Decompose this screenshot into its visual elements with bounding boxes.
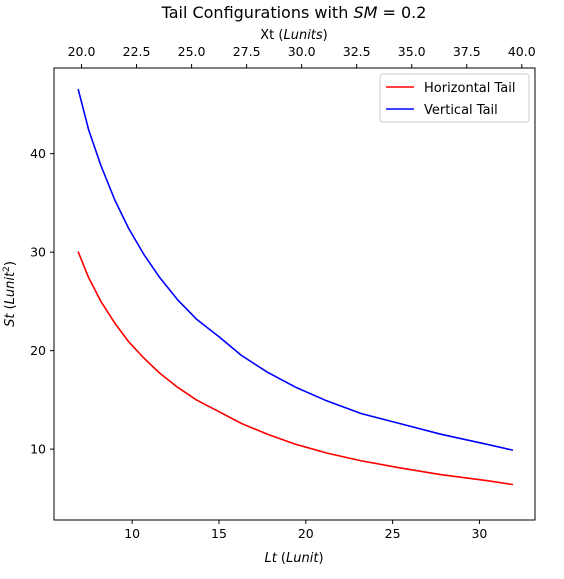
y-axis-label: St (Lunit2) <box>2 261 18 327</box>
chart-title-prefix: Tail Configurations with <box>161 3 354 22</box>
y-axis-label-math: St <box>3 313 18 327</box>
top-x-tick-label: 27.5 <box>233 44 261 59</box>
x-tick-label: 25 <box>385 526 401 541</box>
series-line-horizontal-tail <box>77 251 514 486</box>
x-axis-label: Lt (Lunit) <box>264 551 323 566</box>
plot-area <box>54 68 535 520</box>
x-axis-label-math: Lt <box>264 551 277 566</box>
x-axis-label-open: ( <box>277 551 286 566</box>
top-x-tick-label: 22.5 <box>123 44 151 59</box>
top-x-tick-label: 25.0 <box>178 44 206 59</box>
y-tick-label: 10 <box>30 442 46 457</box>
top-x-tick-label: 20.0 <box>68 44 96 59</box>
x-axis-label-unit: Lunit <box>286 551 319 566</box>
series-line-vertical-tail <box>77 88 514 451</box>
plot-frame <box>53 67 536 521</box>
y-axis-label-sup: 2 <box>2 266 12 272</box>
series-layer <box>77 88 514 486</box>
top-x-tick-label: 32.5 <box>343 44 371 59</box>
legend-label-horizontal-tail: Horizontal Tail <box>424 81 516 96</box>
x-axis-label-close: ) <box>318 551 323 566</box>
chart-title: Tail Configurations with SM = 0.2 <box>161 3 427 22</box>
y-axis: 10 20 30 40 <box>30 146 54 457</box>
y-tick-label: 30 <box>30 245 46 260</box>
top-x-axis-label-close: ) <box>323 28 328 43</box>
top-x-axis-label-text: Xt ( <box>260 28 283 43</box>
top-x-tick-label: 37.5 <box>453 44 481 59</box>
legend: Horizontal Tail Vertical Tail <box>379 73 530 123</box>
y-axis-label-close: ) <box>3 261 18 266</box>
top-x-axis: 20.0 22.5 25.0 27.5 30.0 32.5 35.0 37.5 40.0 <box>68 44 536 68</box>
top-x-axis-label: Xt (Lunits) <box>260 28 328 43</box>
x-tick-label: 20 <box>298 526 314 541</box>
y-axis-label-open: ( <box>3 304 18 313</box>
top-x-axis-label-unit: Lunits <box>283 28 322 43</box>
top-x-tick-label: 35.0 <box>398 44 426 59</box>
y-tick-label: 40 <box>30 146 46 161</box>
x-tick-label: 30 <box>471 526 487 541</box>
y-axis-label-unit: Lunit <box>3 271 18 304</box>
x-tick-label: 10 <box>124 526 140 541</box>
top-x-tick-label: 40.0 <box>508 44 536 59</box>
chart-title-suffix: = 0.2 <box>377 3 426 22</box>
legend-box <box>379 73 530 123</box>
x-tick-label: 15 <box>211 526 227 541</box>
y-tick-label: 20 <box>30 343 46 358</box>
chart-title-math: SM <box>353 3 377 22</box>
legend-label-vertical-tail: Vertical Tail <box>424 103 498 118</box>
x-axis: 10 15 20 25 30 <box>124 520 487 541</box>
top-x-tick-label: 30.0 <box>288 44 316 59</box>
